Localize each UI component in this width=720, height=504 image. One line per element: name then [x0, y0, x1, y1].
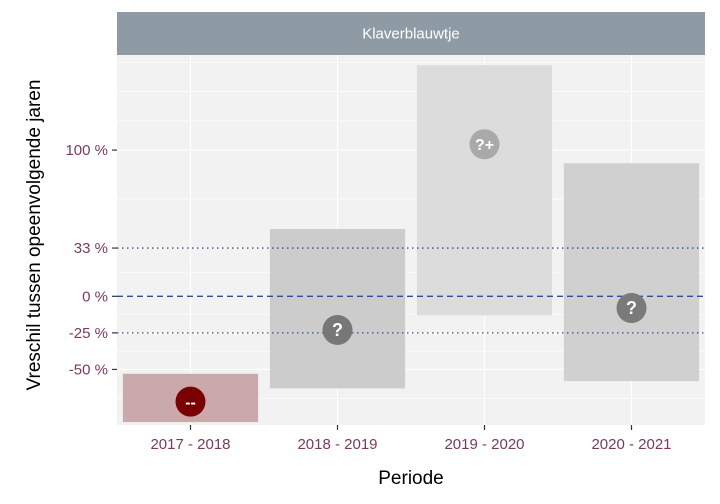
reference-lines	[117, 247, 705, 334]
interval-bar	[563, 163, 700, 382]
estimate-point	[616, 293, 647, 324]
x-tick-label: 2017 - 2018	[150, 436, 230, 453]
y-tick-label: -25 %	[69, 325, 108, 342]
interval-bar	[269, 229, 406, 389]
x-axis-title: Periode	[378, 468, 444, 489]
markers: --? ?+?	[175, 129, 647, 417]
y-axis-title: Vreschil tussen opeenvolgende jaren	[24, 80, 45, 391]
y-tick-label: 33 %	[74, 240, 108, 257]
estimate-marker-label: ?	[332, 320, 343, 340]
estimate-point	[175, 386, 206, 417]
estimate-marker-label: ?+	[475, 137, 494, 154]
facet-label: Klaverblauwtje	[362, 26, 460, 43]
y-tick-label: 0 %	[82, 288, 108, 305]
y-tick-label: -50 %	[69, 361, 108, 378]
estimate-point	[322, 314, 353, 345]
estimate-marker-label: ?	[626, 298, 637, 318]
estimate-point	[469, 129, 500, 160]
estimate-marker-label: --	[185, 395, 196, 412]
interval-bar	[416, 65, 553, 316]
x-tick-label: 2018 - 2019	[297, 436, 377, 453]
x-tick-label: 2020 - 2021	[591, 436, 671, 453]
facet-strip	[117, 12, 705, 55]
bars	[122, 65, 700, 423]
x-tick-label: 2019 - 2020	[444, 436, 524, 453]
y-tick-label: 100 %	[65, 142, 108, 159]
axes: -50 % -25 % 0 % 33 % 100 % 2017 - 2018 2018 - …	[65, 142, 671, 453]
